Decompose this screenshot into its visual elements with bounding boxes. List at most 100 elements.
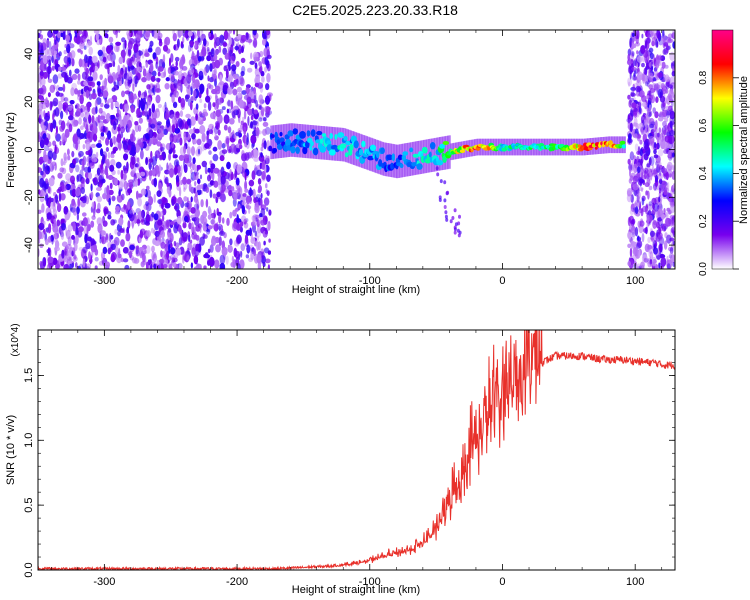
noise-blob <box>117 64 121 75</box>
noise-blob <box>197 37 201 43</box>
noise-blob <box>227 149 232 154</box>
noise-blob <box>629 208 635 215</box>
noise-blob <box>62 31 66 41</box>
noise-blob <box>645 182 648 187</box>
noise-blob <box>130 56 134 62</box>
noise-blob <box>99 74 103 80</box>
noise-blob <box>53 50 58 55</box>
noise-blob <box>194 79 200 88</box>
noise-blob <box>54 144 57 154</box>
noise-blob <box>116 105 120 116</box>
noise-blob <box>262 38 267 46</box>
noise-blob <box>201 46 206 56</box>
noise-blob <box>199 125 206 135</box>
noise-blob <box>650 259 653 265</box>
noise-blob <box>229 211 233 219</box>
noise-blob <box>263 140 267 150</box>
noise-blob <box>197 178 201 185</box>
noise-blob <box>627 231 632 240</box>
noise-blob <box>253 248 256 256</box>
noise-blob <box>53 197 56 207</box>
noise-blob <box>107 247 112 255</box>
noise-blob <box>153 213 159 221</box>
noise-blob <box>179 262 183 269</box>
noise-blob <box>261 75 265 83</box>
ridge-point <box>273 148 277 153</box>
noise-blob <box>110 255 116 263</box>
noise-blob <box>263 197 270 206</box>
noise-blob <box>112 60 116 67</box>
noise-blob <box>207 214 212 220</box>
noise-blob <box>644 121 650 128</box>
noise-blob <box>92 119 96 130</box>
noise-blob <box>241 215 247 223</box>
noise-blob <box>193 172 199 181</box>
noise-blob <box>54 246 60 252</box>
noise-blob <box>655 96 659 103</box>
noise-blob <box>38 132 41 138</box>
noise-blob <box>232 209 237 217</box>
noise-blob <box>216 191 221 198</box>
noise-blob <box>244 234 249 245</box>
noise-blob <box>54 39 57 45</box>
noise-blob <box>61 167 67 174</box>
noise-blob <box>84 107 88 115</box>
noise-blob <box>189 162 192 169</box>
noise-blob <box>186 146 191 155</box>
noise-blob <box>117 253 122 259</box>
noise-blob <box>254 82 259 88</box>
noise-blob <box>96 195 103 203</box>
noise-blob <box>158 182 162 191</box>
noise-blob <box>120 49 126 58</box>
noise-blob <box>643 167 649 174</box>
noise-blob <box>249 187 252 197</box>
noise-blob <box>667 182 670 190</box>
noise-blob <box>202 111 209 117</box>
noise-blob <box>64 246 67 256</box>
noise-blob <box>654 111 659 119</box>
noise-blob <box>135 245 140 251</box>
noise-blob <box>214 127 217 138</box>
noise-blob <box>44 137 49 146</box>
noise-blob <box>114 228 118 235</box>
noise-blob <box>48 177 55 187</box>
noise-blob <box>45 39 50 47</box>
noise-blob <box>191 133 196 140</box>
noise-blob <box>208 84 214 90</box>
noise-blob <box>240 57 246 64</box>
noise-blob <box>187 84 191 90</box>
ridge-point <box>279 132 283 137</box>
noise-blob <box>121 76 124 85</box>
noise-blob <box>82 258 86 268</box>
noise-blob <box>666 110 670 119</box>
noise-blob <box>248 179 255 187</box>
noise-blob <box>256 169 262 177</box>
noise-blob <box>262 128 268 136</box>
noise-blob <box>657 84 661 90</box>
noise-blob <box>78 150 84 157</box>
noise-blob <box>202 116 206 121</box>
noise-blob <box>53 232 60 240</box>
noise-blob <box>187 84 191 90</box>
noise-blob <box>52 97 59 107</box>
noise-blob <box>42 71 48 79</box>
noise-blob <box>116 80 120 89</box>
noise-blob <box>210 48 215 58</box>
noise-blob <box>210 163 216 170</box>
noise-blob <box>646 107 649 112</box>
noise-blob <box>132 83 135 92</box>
noise-blob <box>183 187 186 192</box>
noise-blob <box>194 164 197 173</box>
noise-blob <box>265 83 270 91</box>
noise-blob <box>223 65 227 72</box>
noise-blob <box>188 59 194 67</box>
noise-blob <box>120 257 125 263</box>
noise-blob <box>164 178 168 184</box>
noise-blob <box>214 259 220 269</box>
noise-blob <box>193 194 199 203</box>
noise-blob <box>651 61 654 69</box>
noise-blob <box>192 89 197 98</box>
noise-blob <box>660 256 667 267</box>
noise-blob <box>46 212 52 220</box>
noise-blob <box>644 204 648 215</box>
